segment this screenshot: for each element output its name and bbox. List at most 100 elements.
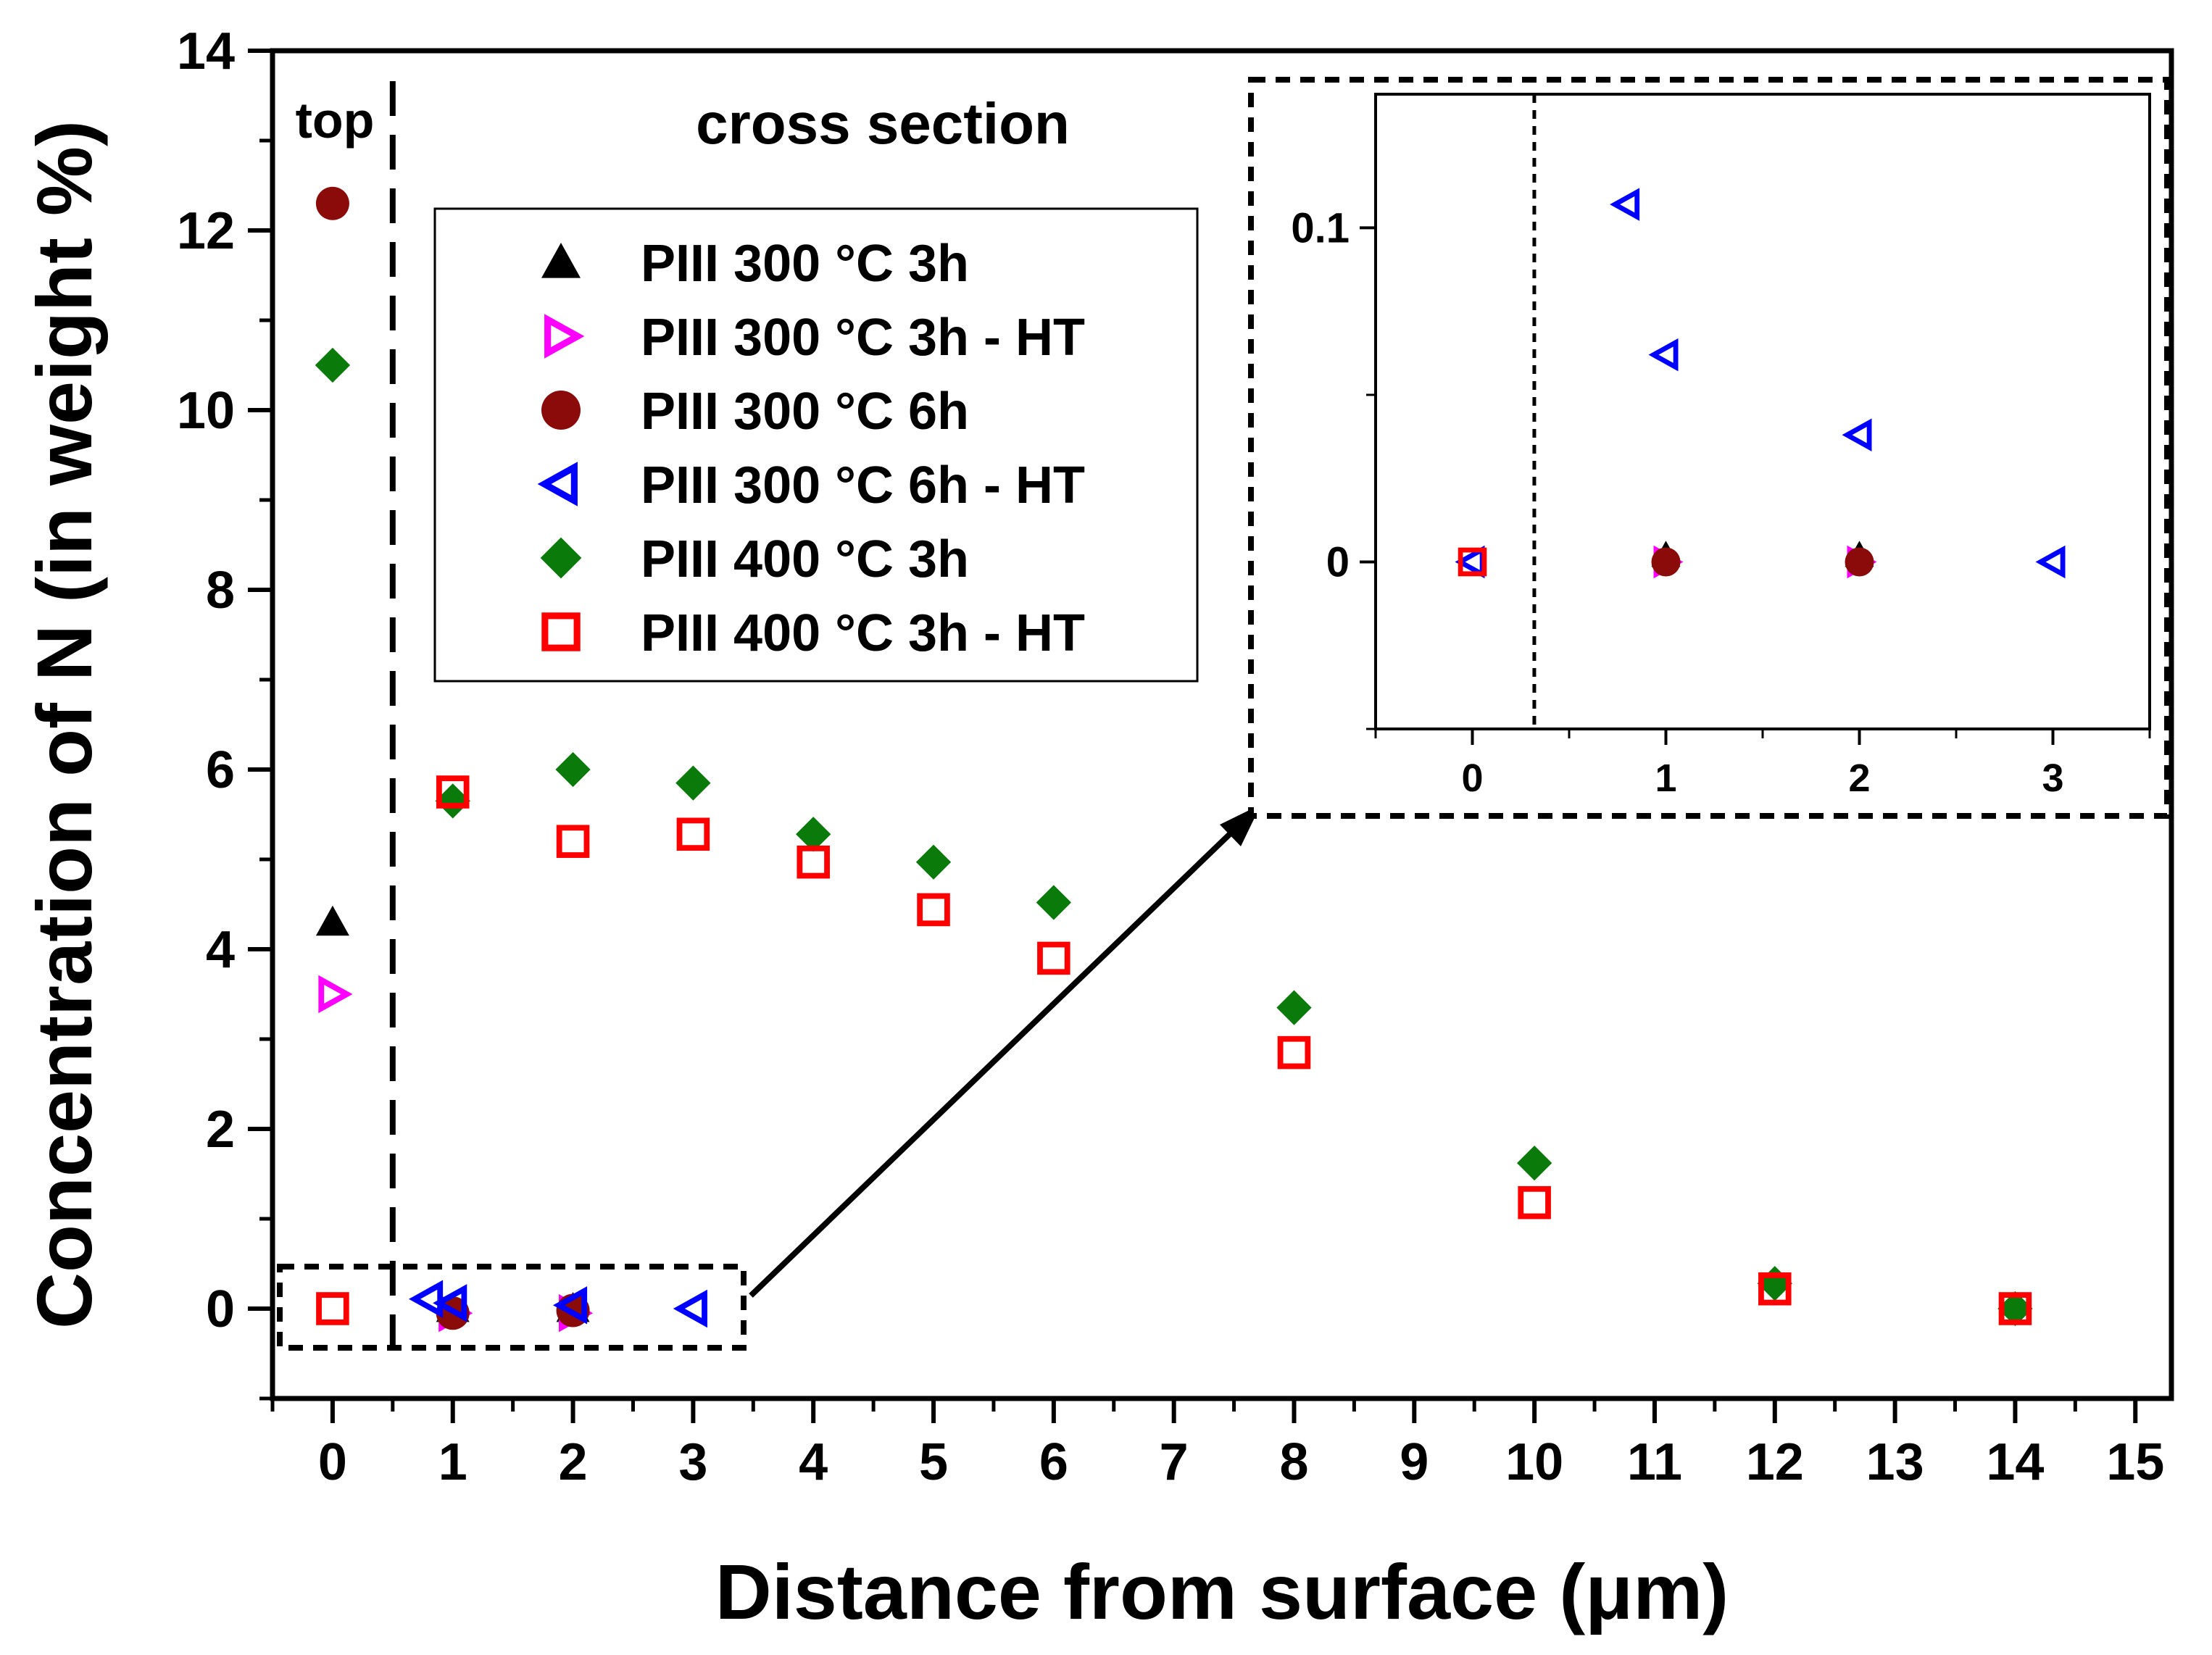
x-tick-label: 5 [919, 1433, 948, 1491]
data-point-piii-400-c-3h-ht [1998, 1292, 2032, 1325]
legend-marker-piii-300-c-3h [541, 243, 581, 278]
inset-y-tick-label: 0 [1326, 538, 1350, 585]
inset-series [1455, 188, 2066, 579]
legend-item-piii-400-c-3h: PIII 400 °C 3h [540, 530, 969, 588]
inset-x-tick-label: 3 [2042, 756, 2063, 800]
legend-label: PIII 400 °C 3h - HT [641, 604, 1085, 662]
inset-dashed-border [1248, 77, 2170, 819]
zoom-arrow-line [749, 830, 1234, 1298]
plot-frame [270, 48, 2174, 1401]
series-piii-400-c-3h-ht [316, 775, 2032, 1325]
x-tick-label: 12 [1746, 1433, 1804, 1491]
x-tick-label: 2 [559, 1433, 588, 1491]
legend-item-piii-300-c-6h-ht: PIII 300 °C 6h - HT [537, 457, 1085, 514]
data-point-piii-400-c-3h-ht [316, 1292, 349, 1325]
x-tick-label: 14 [1986, 1433, 2044, 1491]
data-point-piii-400-c-3h-ht [1518, 1185, 1551, 1220]
cross-section-annotation: cross section [696, 91, 1070, 156]
main-axis-ticks [248, 49, 2138, 1423]
inset-point-piii-300-c-6h-ht [1842, 418, 1872, 452]
x-axis-title: Distance from surface (μm) [715, 1548, 1729, 1635]
data-point-piii-400-c-3h [1036, 885, 1071, 920]
y-tick-label: 6 [206, 741, 235, 799]
inset-series-piii-300-c-6h [1651, 547, 1874, 577]
legend-item-piii-300-c-3h: PIII 300 °C 3h [541, 235, 969, 293]
inset-point-piii-300-c-6h [1845, 547, 1874, 577]
zoom-region-box [277, 1264, 747, 1351]
data-point-piii-300-c-6h-ht [552, 1286, 588, 1325]
data-point-piii-400-c-3h [555, 751, 591, 788]
data-point-piii-400-c-3h-ht [1758, 1272, 1792, 1306]
series-piii-400-c-3h [315, 347, 2033, 1327]
inset-series-piii-400-c-3h-ht [1458, 547, 1487, 577]
x-tick-label: 9 [1400, 1433, 1429, 1491]
inset-point-piii-300-c-6h-ht [1648, 338, 1679, 372]
data-point-piii-400-c-3h-ht [556, 825, 590, 858]
data-point-piii-400-c-3h [675, 765, 711, 801]
inset-series-piii-300-c-6h-ht [1455, 188, 2066, 579]
inset-y-tick-label: 0.1 [1291, 204, 1350, 251]
inset-x-tick-label: 1 [1655, 756, 1676, 800]
legend-label: PIII 400 °C 3h [641, 530, 969, 588]
data-point-piii-400-c-3h-ht [436, 775, 470, 809]
data-point-piii-300-c-3h-ht [318, 975, 353, 1014]
legend-label: PIII 300 °C 6h [641, 383, 969, 441]
y-tick-label: 0 [206, 1280, 235, 1338]
data-point-piii-400-c-3h-ht [797, 845, 830, 879]
x-tick-label: 13 [1866, 1433, 1924, 1491]
y-tick-label: 4 [206, 921, 235, 979]
x-tick-label: 4 [799, 1433, 828, 1491]
legend: PIII 300 °C 3h PIII 300 °C 3h - HT PIII 30… [537, 235, 1085, 662]
legend-marker-piii-400-c-3h-ht [541, 612, 581, 651]
inset-point-piii-300-c-6h-ht [2035, 545, 2066, 579]
legend-label: PIII 300 °C 6h - HT [641, 457, 1085, 514]
x-tick-label: 1 [438, 1433, 467, 1491]
legend-marker-piii-300-c-6h-ht [537, 462, 578, 506]
legend-label: PIII 300 °C 3h [641, 235, 969, 293]
inset-axis-ticks [1360, 226, 2151, 745]
x-tick-label: 0 [318, 1433, 347, 1491]
data-point-piii-400-c-3h-ht [1037, 941, 1070, 975]
series-piii-300-c-6h-ht [408, 1280, 707, 1328]
data-point-piii-400-c-3h-ht [1277, 1035, 1311, 1070]
x-tick-label: 10 [1505, 1433, 1563, 1491]
y-tick-label: 14 [177, 22, 235, 80]
data-point-piii-300-c-3h [315, 905, 349, 936]
inset-tick-labels: 0 1 2 3 0 0.1 [1291, 204, 2063, 800]
legend-box [433, 207, 1199, 683]
main-series [315, 186, 2033, 1333]
data-point-piii-400-c-3h-ht [917, 893, 950, 927]
y-tick-label: 2 [206, 1101, 235, 1159]
inset-x-tick-label: 0 [1461, 756, 1483, 800]
y-tick-label: 10 [177, 382, 235, 440]
data-point-piii-400-c-3h [1997, 1291, 2033, 1327]
data-point-piii-400-c-3h [1516, 1145, 1552, 1181]
legend-item-piii-300-c-6h: PIII 300 °C 6h [541, 383, 969, 441]
x-tick-label: 3 [678, 1433, 707, 1491]
x-tick-label: 6 [1039, 1433, 1068, 1491]
data-point-piii-400-c-3h-ht [676, 817, 710, 851]
legend-item-piii-400-c-3h-ht: PIII 400 °C 3h - HT [541, 604, 1085, 662]
x-tick-label: 11 [1627, 1433, 1682, 1491]
inset-x-tick-label: 2 [1848, 756, 1870, 800]
y-axis-title: Concentration of N (in weight %) [20, 120, 108, 1329]
legend-label: PIII 300 °C 3h - HT [641, 309, 1085, 367]
x-tick-label: 7 [1160, 1433, 1189, 1491]
data-point-piii-400-c-3h [435, 783, 470, 819]
inset-point-piii-400-c-3h-ht [1458, 547, 1487, 577]
data-point-piii-300-c-6h-ht [433, 1284, 467, 1322]
legend-marker-piii-300-c-3h-ht [544, 314, 585, 359]
x-tick-label: 15 [2106, 1433, 2164, 1491]
legend-marker-piii-300-c-6h [541, 391, 581, 430]
data-point-piii-400-c-3h [915, 844, 952, 880]
y-tick-label: 12 [177, 202, 235, 260]
data-point-piii-400-c-3h [796, 817, 831, 852]
inset-point-piii-300-c-6h-ht [1610, 188, 1640, 221]
top-annotation: top [296, 92, 375, 149]
data-point-piii-400-c-3h [315, 347, 351, 383]
legend-item-piii-300-c-3h-ht: PIII 300 °C 3h - HT [544, 309, 1085, 367]
legend-marker-piii-400-c-3h [540, 537, 582, 579]
data-point-piii-400-c-3h [1276, 990, 1312, 1025]
inset-point-piii-300-c-6h [1651, 547, 1681, 577]
